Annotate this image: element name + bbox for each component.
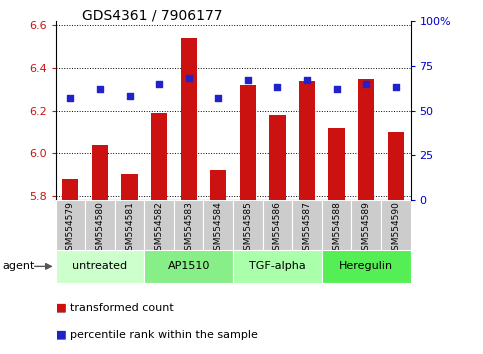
- Bar: [322, 250, 411, 283]
- Text: GDS4361 / 7906177: GDS4361 / 7906177: [82, 9, 223, 23]
- Text: GSM554589: GSM554589: [362, 201, 370, 256]
- Bar: [233, 200, 263, 250]
- Bar: [388, 132, 404, 200]
- Text: ■ percentile rank within the sample: ■ percentile rank within the sample: [56, 330, 257, 339]
- Text: TGF-alpha: TGF-alpha: [249, 261, 306, 272]
- Bar: [144, 200, 174, 250]
- Point: [155, 81, 163, 87]
- Bar: [56, 250, 144, 283]
- Bar: [263, 200, 292, 250]
- Bar: [174, 200, 203, 250]
- Text: GSM554580: GSM554580: [96, 201, 104, 256]
- Point: [244, 78, 252, 83]
- Text: ■: ■: [56, 303, 66, 313]
- Bar: [352, 200, 381, 250]
- Bar: [322, 200, 352, 250]
- Bar: [181, 38, 197, 200]
- Bar: [85, 200, 115, 250]
- Bar: [292, 200, 322, 250]
- Text: agent: agent: [2, 261, 35, 271]
- Text: GSM554581: GSM554581: [125, 201, 134, 256]
- Bar: [299, 81, 315, 200]
- Text: GSM554579: GSM554579: [66, 201, 75, 256]
- Bar: [121, 175, 138, 200]
- Bar: [115, 200, 144, 250]
- Point: [362, 81, 370, 87]
- Text: AP1510: AP1510: [168, 261, 210, 272]
- Bar: [240, 85, 256, 200]
- Text: GSM554590: GSM554590: [391, 201, 400, 256]
- Text: GSM554583: GSM554583: [184, 201, 193, 256]
- Bar: [233, 250, 322, 283]
- Point: [214, 95, 222, 101]
- Bar: [381, 200, 411, 250]
- Bar: [203, 200, 233, 250]
- Text: GSM554586: GSM554586: [273, 201, 282, 256]
- Text: GSM554588: GSM554588: [332, 201, 341, 256]
- Bar: [358, 79, 374, 200]
- Bar: [92, 145, 108, 200]
- Point: [185, 76, 193, 81]
- Point: [126, 93, 133, 99]
- Bar: [144, 250, 233, 283]
- Point: [273, 85, 281, 90]
- Bar: [328, 128, 345, 200]
- Text: ■ transformed count: ■ transformed count: [56, 303, 173, 313]
- Text: GSM554582: GSM554582: [155, 201, 164, 256]
- Point: [96, 86, 104, 92]
- Point: [333, 86, 341, 92]
- Bar: [151, 113, 167, 200]
- Text: GSM554587: GSM554587: [302, 201, 312, 256]
- Text: ■: ■: [56, 330, 66, 339]
- Text: Heregulin: Heregulin: [339, 261, 393, 272]
- Bar: [56, 200, 85, 250]
- Point: [303, 78, 311, 83]
- Bar: [270, 115, 285, 200]
- Point: [392, 85, 399, 90]
- Text: GSM554585: GSM554585: [243, 201, 252, 256]
- Text: untreated: untreated: [72, 261, 128, 272]
- Bar: [62, 179, 78, 200]
- Point: [67, 95, 74, 101]
- Bar: [210, 170, 227, 200]
- Text: GSM554584: GSM554584: [214, 201, 223, 256]
